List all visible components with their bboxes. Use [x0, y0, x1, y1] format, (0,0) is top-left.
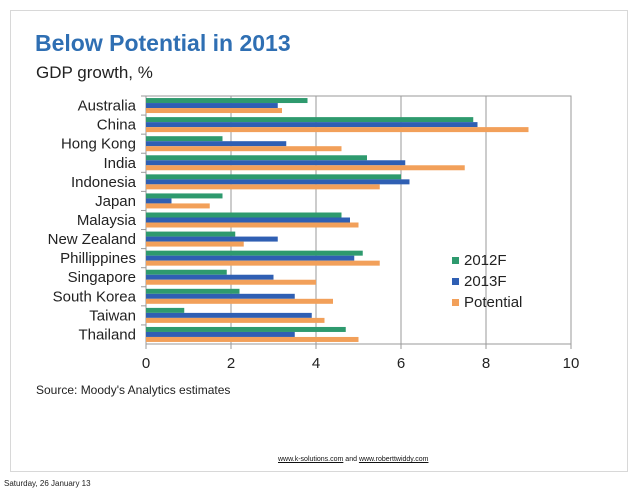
bar-malaysia-potential [146, 222, 359, 228]
category-labels: Australia China Hong Kong India Indonesia Jap… [48, 98, 137, 344]
bar-australia-potential [146, 108, 282, 114]
x-tick-label: 8 [482, 355, 490, 372]
category-label: Taiwan [89, 307, 136, 324]
bar-singapore-potential [146, 279, 316, 285]
bar-indonesia-2012f [146, 174, 401, 180]
bar-new-zealand-potential [146, 241, 244, 247]
bar-australia-2013f [146, 103, 278, 109]
chart-subtitle: GDP growth, % [36, 63, 153, 82]
bar-south-korea-potential [146, 298, 333, 304]
bar-south-korea-2013f [146, 293, 295, 299]
bar-hong-kong-potential [146, 146, 342, 152]
source-note: Source: Moody's Analytics estimates [36, 383, 231, 397]
link-roberttwiddy[interactable]: www.roberttwiddy.com [358, 456, 429, 463]
x-tick-label: 4 [312, 355, 320, 372]
legend-swatch-2013f [452, 278, 459, 285]
x-tick-label: 0 [142, 355, 150, 372]
bar-singapore-2013f [146, 274, 274, 280]
bar-singapore-2012f [146, 269, 227, 275]
link-separator: and [343, 456, 359, 463]
chart-title: Below Potential in 2013 [35, 30, 291, 56]
bar-hong-kong-2012f [146, 136, 223, 142]
legend-swatch-potential [452, 299, 459, 306]
bar-thailand-potential [146, 336, 359, 342]
bar-south-korea-2012f [146, 288, 240, 294]
bar-china-2012f [146, 117, 474, 123]
bar-indonesia-potential [146, 184, 380, 190]
footer-links: www.k-solutions.com and www.roberttwiddy… [278, 456, 428, 463]
bar-taiwan-potential [146, 317, 325, 323]
bar-phillippines-2013f [146, 255, 355, 261]
legend-label-2013f: 2013F [464, 273, 507, 290]
bar-china-potential [146, 127, 529, 133]
bar-taiwan-2013f [146, 312, 312, 318]
category-label: Hong Kong [61, 136, 136, 153]
bar-thailand-2012f [146, 326, 346, 332]
x-tick-labels: 0 2 4 6 8 10 [142, 355, 580, 372]
category-label: Japan [95, 193, 136, 210]
bar-indonesia-2013f [146, 179, 410, 185]
slide-date: Saturday, 26 January 13 [4, 479, 91, 488]
bar-india-2012f [146, 155, 367, 161]
category-label: Indonesia [71, 174, 137, 191]
bar-japan-2012f [146, 193, 223, 199]
chart-legend: 2012F 2013F Potential [452, 252, 522, 311]
bar-india-potential [146, 165, 465, 171]
bar-japan-potential [146, 203, 210, 209]
bar-china-2013f [146, 122, 478, 128]
x-tick-label: 2 [227, 355, 235, 372]
bar-australia-2012f [146, 98, 308, 104]
bar-thailand-2013f [146, 331, 295, 337]
slide-frame [10, 10, 628, 472]
category-label: India [103, 155, 136, 172]
bar-new-zealand-2013f [146, 236, 278, 242]
category-label: Thailand [78, 326, 136, 343]
x-tick-label: 6 [397, 355, 405, 372]
category-label: China [97, 117, 137, 134]
bar-taiwan-2012f [146, 307, 185, 313]
legend-swatch-2012f [452, 257, 459, 264]
link-k-solutions[interactable]: www.k-solutions.com [278, 456, 344, 463]
bar-japan-2013f [146, 198, 172, 204]
x-tick-label: 10 [563, 355, 580, 372]
bar-india-2013f [146, 160, 406, 166]
bar-hong-kong-2013f [146, 141, 287, 147]
bar-phillippines-2012f [146, 250, 363, 256]
bar-phillippines-potential [146, 260, 380, 266]
category-label: Australia [78, 98, 137, 115]
category-label: Malaysia [77, 212, 137, 229]
bar-new-zealand-2012f [146, 231, 236, 237]
category-label: Singapore [68, 269, 136, 286]
category-label: South Korea [53, 288, 137, 305]
category-label: Phillippines [60, 250, 136, 267]
legend-label-potential: Potential [464, 294, 522, 311]
bar-malaysia-2013f [146, 217, 350, 223]
category-label: New Zealand [48, 231, 136, 248]
chart-bars [146, 98, 529, 342]
legend-label-2012f: 2012F [464, 252, 507, 269]
bar-malaysia-2012f [146, 212, 342, 218]
